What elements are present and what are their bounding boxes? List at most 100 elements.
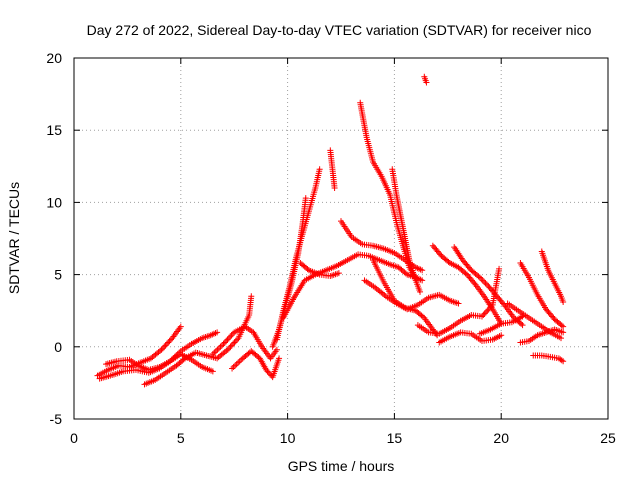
data-point xyxy=(214,346,221,353)
data-point xyxy=(236,358,243,365)
data-point xyxy=(519,322,526,329)
data-point xyxy=(224,336,231,343)
data-point xyxy=(161,343,168,350)
series-track-7 xyxy=(269,195,309,350)
data-point xyxy=(481,310,488,317)
data-point xyxy=(159,345,166,352)
data-point xyxy=(488,303,495,310)
data-point xyxy=(229,365,236,372)
data-point xyxy=(165,339,172,346)
data-point xyxy=(273,346,280,353)
series-track-21 xyxy=(436,329,505,346)
data-point xyxy=(226,345,233,352)
series-track-14 xyxy=(389,166,424,295)
data-point xyxy=(455,300,462,307)
y-tick-label: 5 xyxy=(54,267,62,283)
series-track-23 xyxy=(504,300,565,342)
data-point xyxy=(445,258,452,265)
x-tick-label: 15 xyxy=(387,430,403,446)
data-point xyxy=(304,266,311,273)
data-point xyxy=(316,166,323,173)
series-track-12 xyxy=(338,218,426,274)
data-point xyxy=(223,338,230,345)
data-point xyxy=(558,322,565,329)
series-track-22 xyxy=(476,313,526,337)
data-point xyxy=(475,273,482,280)
data-point xyxy=(496,265,503,272)
data-points xyxy=(94,73,567,388)
data-point xyxy=(220,340,227,347)
data-point xyxy=(221,339,228,346)
data-point xyxy=(560,323,567,330)
data-point xyxy=(335,270,342,277)
data-point xyxy=(467,265,474,272)
data-point xyxy=(483,281,490,288)
data-point xyxy=(234,336,241,343)
series-track-5 xyxy=(209,323,280,362)
data-point xyxy=(267,371,274,378)
series-track-8 xyxy=(273,166,323,343)
data-point xyxy=(437,251,444,258)
data-point xyxy=(218,342,225,349)
data-point xyxy=(230,340,237,347)
data-point xyxy=(423,79,430,86)
series-track-16 xyxy=(370,257,441,339)
data-point xyxy=(167,336,174,343)
series-track-17 xyxy=(421,73,430,86)
data-point xyxy=(419,277,426,284)
data-point xyxy=(227,333,234,340)
series-track-11 xyxy=(327,147,338,191)
series-track-27 xyxy=(530,352,567,365)
data-point xyxy=(166,338,173,345)
x-tick-label: 10 xyxy=(280,430,296,446)
y-tick-label: -5 xyxy=(50,411,63,427)
series-track-19 xyxy=(451,244,526,329)
data-point xyxy=(476,274,483,281)
data-point xyxy=(302,195,309,202)
data-point xyxy=(484,307,491,314)
data-point xyxy=(231,339,238,346)
data-point xyxy=(229,330,236,337)
data-point xyxy=(331,184,338,191)
data-point xyxy=(177,323,184,330)
x-tick-label: 20 xyxy=(493,430,509,446)
data-point xyxy=(158,346,165,353)
data-point xyxy=(482,309,489,316)
data-point xyxy=(558,335,565,342)
data-point xyxy=(560,299,567,306)
data-point xyxy=(264,368,271,375)
data-point xyxy=(212,348,219,355)
x-tick-label: 25 xyxy=(600,430,616,446)
y-tick-label: 10 xyxy=(46,194,62,210)
data-point xyxy=(233,361,240,368)
data-point xyxy=(550,314,557,321)
grid-lines xyxy=(74,58,608,419)
series-track-18 xyxy=(429,242,505,327)
data-point xyxy=(402,270,409,277)
data-point xyxy=(265,369,272,376)
series-track-20 xyxy=(414,265,503,337)
data-point xyxy=(558,357,565,364)
series-track-24 xyxy=(517,260,567,330)
data-point xyxy=(228,342,235,349)
data-point xyxy=(224,346,231,353)
series-track-15 xyxy=(361,277,462,313)
data-point xyxy=(560,358,567,365)
data-point xyxy=(209,368,216,375)
data-point xyxy=(180,356,187,363)
data-point xyxy=(560,329,567,336)
data-point xyxy=(214,329,221,336)
axis-ticks: 0 5 10 15 20 25 -5 0 5 10 15 20 xyxy=(46,50,616,446)
series-track-25 xyxy=(538,248,567,306)
data-point xyxy=(479,277,486,284)
data-point xyxy=(276,355,283,362)
data-point xyxy=(480,312,487,319)
series-track-26 xyxy=(517,326,567,346)
data-point xyxy=(217,343,224,350)
data-point xyxy=(462,270,469,277)
series-track-13 xyxy=(357,99,419,281)
data-point xyxy=(162,342,169,349)
y-tick-label: 0 xyxy=(54,339,62,355)
data-point xyxy=(478,313,485,320)
